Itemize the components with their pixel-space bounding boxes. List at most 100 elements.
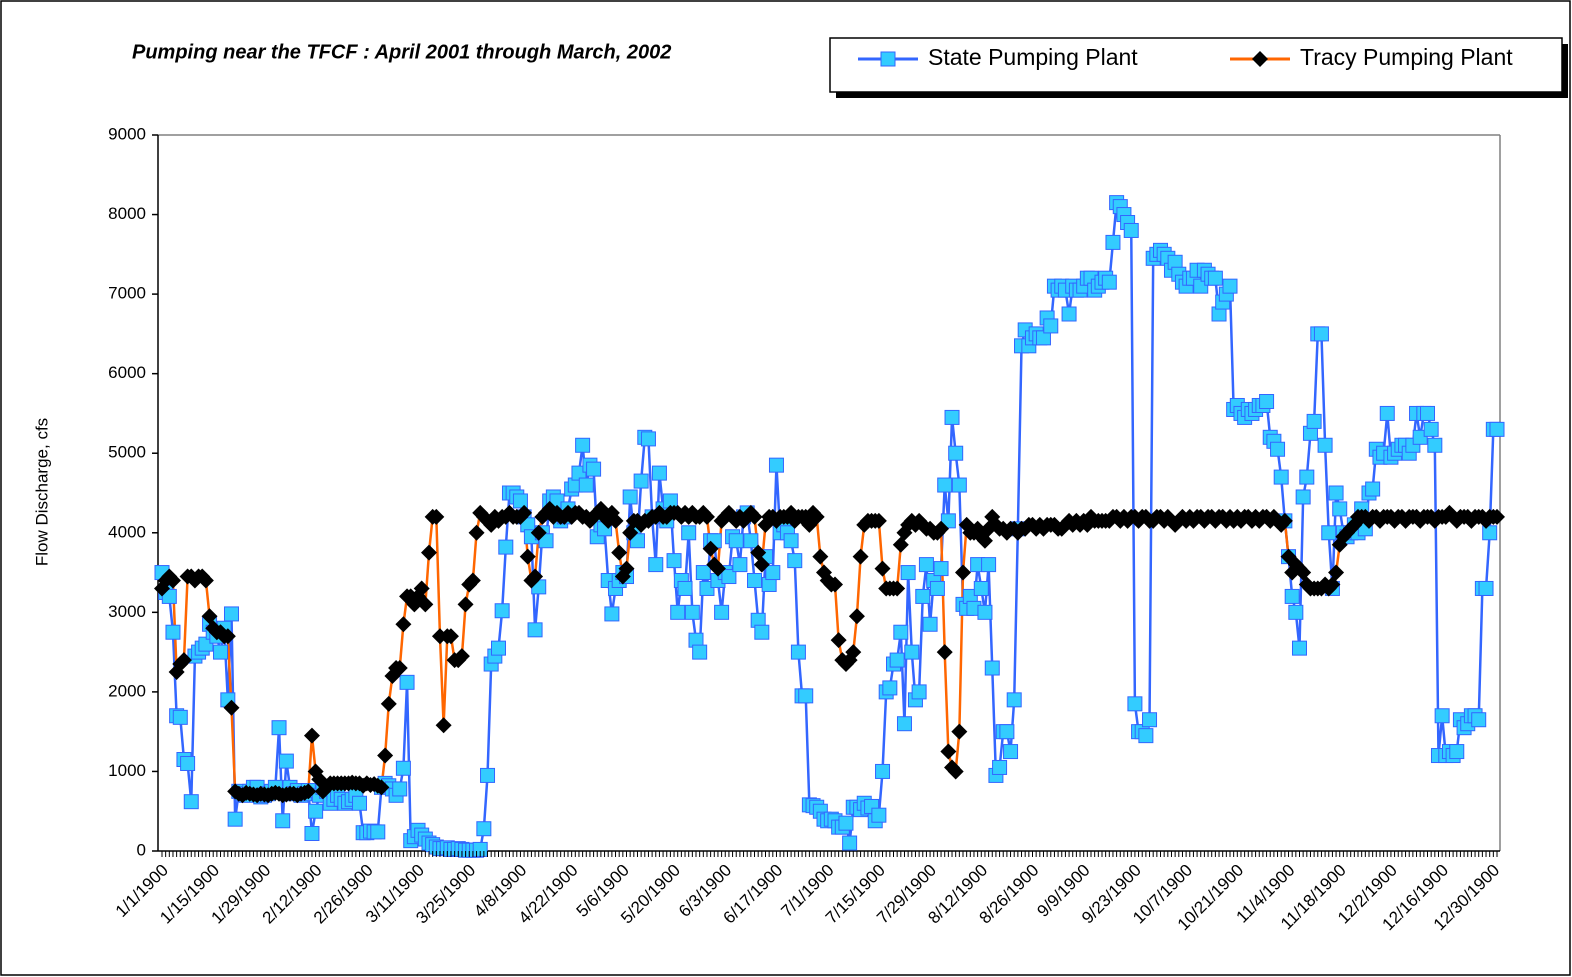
data-point xyxy=(830,632,847,649)
data-point xyxy=(541,500,558,517)
data-point xyxy=(1489,421,1505,437)
data-point xyxy=(516,504,533,521)
data-point xyxy=(871,807,887,823)
data-point xyxy=(278,753,294,769)
data-point xyxy=(1123,222,1139,238)
data-point xyxy=(955,564,971,581)
data-point xyxy=(1324,576,1341,593)
data-point xyxy=(180,755,196,771)
data-point xyxy=(900,565,916,581)
data-point xyxy=(1295,564,1312,581)
y-tick-label: 3000 xyxy=(108,602,146,621)
data-point xyxy=(308,803,324,819)
data-point xyxy=(464,572,481,589)
data-point xyxy=(607,512,624,529)
data-point xyxy=(494,603,510,619)
data-point xyxy=(1127,696,1143,712)
data-point xyxy=(380,695,397,712)
data-point xyxy=(1427,437,1443,453)
data-point xyxy=(692,644,708,660)
data-point xyxy=(743,533,759,549)
data-point xyxy=(1423,421,1439,437)
data-point xyxy=(1142,712,1158,728)
data-point xyxy=(1449,744,1465,760)
data-point xyxy=(633,473,649,489)
data-point xyxy=(183,794,199,810)
data-point xyxy=(604,606,620,622)
data-point xyxy=(1299,469,1315,485)
data-point xyxy=(618,560,635,577)
y-tick-label: 2000 xyxy=(108,681,146,700)
data-point xyxy=(670,604,686,620)
data-point xyxy=(721,569,737,585)
data-point xyxy=(480,767,496,783)
data-point xyxy=(684,604,700,620)
data-point xyxy=(428,508,445,525)
data-point xyxy=(651,465,667,481)
data-point xyxy=(732,557,748,573)
y-tick-label: 8000 xyxy=(108,204,146,223)
data-point xyxy=(201,608,218,625)
data-point xyxy=(1138,728,1154,744)
data-point xyxy=(666,553,682,569)
data-point xyxy=(918,557,934,573)
data-point xyxy=(575,437,591,453)
y-tick-label: 9000 xyxy=(108,124,146,143)
data-point xyxy=(882,680,898,696)
data-point xyxy=(976,532,993,549)
chart-title: Pumping near the TFCF : April 2001 throu… xyxy=(132,41,671,63)
data-point xyxy=(892,536,909,553)
data-point xyxy=(413,580,430,597)
data-point xyxy=(417,596,434,613)
data-point xyxy=(498,539,514,555)
data-point xyxy=(578,477,594,493)
data-point xyxy=(592,500,609,517)
data-point xyxy=(677,580,693,596)
data-point xyxy=(896,716,912,732)
data-point xyxy=(476,821,492,837)
data-point xyxy=(940,743,957,760)
data-point xyxy=(933,520,950,537)
data-point xyxy=(1365,481,1381,497)
data-point xyxy=(915,588,931,604)
data-point xyxy=(622,524,639,541)
y-tick-label: 7000 xyxy=(108,284,146,303)
data-point xyxy=(1489,508,1505,525)
data-point xyxy=(271,720,287,736)
data-point xyxy=(519,548,536,565)
data-point xyxy=(889,580,906,597)
data-point xyxy=(352,795,368,811)
data-point xyxy=(977,604,993,620)
data-point xyxy=(981,557,997,573)
data-point xyxy=(1328,564,1345,581)
data-point xyxy=(391,660,408,677)
data-point xyxy=(681,525,697,541)
data-point xyxy=(911,684,927,700)
data-point xyxy=(377,747,394,764)
data-point xyxy=(698,508,715,525)
legend-marker xyxy=(880,51,896,67)
data-point xyxy=(947,763,964,780)
data-point xyxy=(304,825,320,841)
data-point xyxy=(754,624,770,640)
data-point xyxy=(1295,489,1311,505)
data-point xyxy=(373,779,390,796)
data-point xyxy=(227,811,243,827)
data-point xyxy=(992,759,1008,775)
data-point xyxy=(798,688,814,704)
data-point xyxy=(172,709,188,725)
data-point xyxy=(929,580,945,596)
data-point xyxy=(753,556,770,573)
legend-label: State Pumping Plant xyxy=(928,44,1138,70)
data-point xyxy=(640,431,656,447)
data-point xyxy=(527,568,544,585)
data-point xyxy=(874,560,891,577)
data-point xyxy=(648,557,664,573)
data-point xyxy=(1207,270,1223,286)
data-point xyxy=(1259,394,1275,410)
data-point xyxy=(1306,413,1322,429)
data-point xyxy=(453,648,470,665)
data-point xyxy=(940,513,956,529)
data-point xyxy=(889,652,905,668)
data-point xyxy=(1482,525,1498,541)
